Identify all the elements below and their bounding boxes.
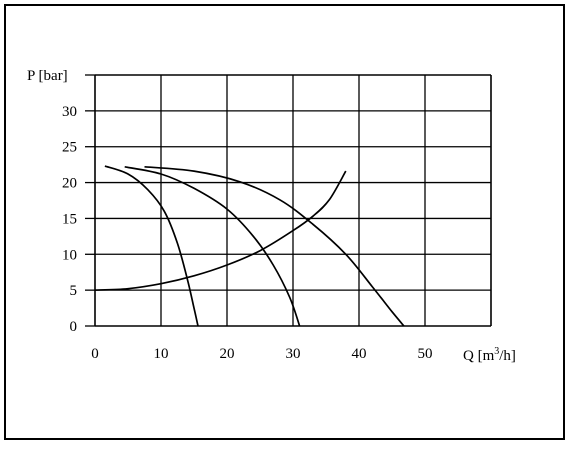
x-tick-label: 50 xyxy=(418,346,433,362)
x-tick-label: 20 xyxy=(220,346,235,362)
y-tick-label: 15 xyxy=(62,211,77,227)
y-tick-label: 20 xyxy=(62,176,77,192)
series-line-2 xyxy=(124,165,301,327)
series-line-3 xyxy=(144,165,405,327)
x-tick-label: 30 xyxy=(286,346,301,362)
series-line-4 xyxy=(94,170,347,291)
y-tick-label: 25 xyxy=(62,140,77,156)
chart-frame xyxy=(4,4,565,440)
y-axis-label: P [bar] xyxy=(27,68,68,84)
x-tick-label: 40 xyxy=(352,346,367,362)
series-line-1 xyxy=(104,165,199,327)
x-axis-label: Q [m3/h] xyxy=(463,346,516,364)
y-tick-label: 10 xyxy=(62,247,77,263)
x-tick-label: 0 xyxy=(91,346,99,362)
x-tick-label: 10 xyxy=(154,346,169,362)
y-tick-label: 0 xyxy=(70,319,78,335)
y-tick-label: 30 xyxy=(62,104,77,120)
y-tick-label: 5 xyxy=(70,283,78,299)
